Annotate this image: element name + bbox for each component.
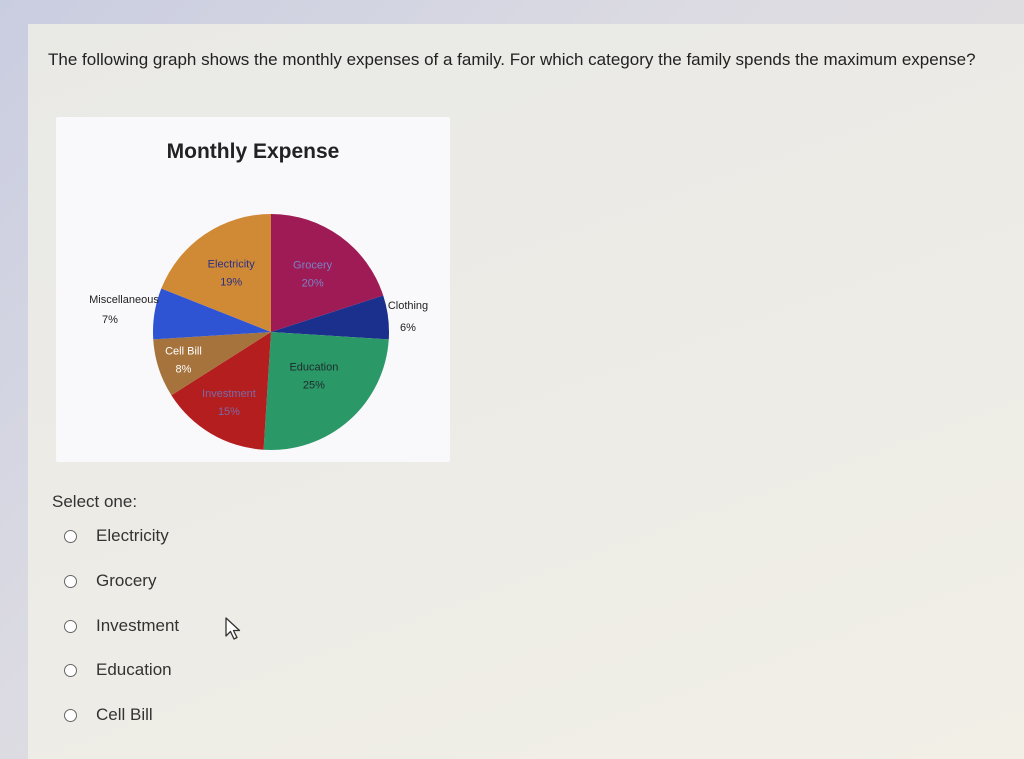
slice-label-clothing: Clothing: [388, 300, 428, 312]
slice-label-miscellaneous: Miscellaneous: [89, 294, 159, 306]
slice-value-clothing: 6%: [400, 322, 416, 334]
slice-value-electricity: 19%: [220, 276, 242, 288]
pie-slice-electricity: [161, 214, 271, 332]
pie-slice-investment: [171, 332, 271, 450]
option-cell-bill[interactable]: Cell Bill: [64, 702, 153, 728]
option-label: Electricity: [96, 526, 169, 545]
pie-slice-education: [263, 332, 389, 450]
slice-label-education: Education: [289, 362, 338, 374]
option-label: Education: [96, 660, 172, 679]
radio-icon[interactable]: [64, 529, 77, 543]
option-electricity[interactable]: Electricity: [64, 523, 169, 549]
slice-label-electricity: Electricity: [208, 258, 256, 270]
slice-value-education: 25%: [303, 380, 325, 392]
option-investment[interactable]: Investment: [64, 613, 179, 639]
slice-value-cell-bill: 8%: [176, 363, 192, 375]
radio-icon[interactable]: [64, 574, 77, 588]
pie-chart-container: Grocery 20% Clothing 6% Education 25% Investme…: [56, 117, 450, 462]
pie-slice-cell-bill: [153, 332, 271, 396]
option-education[interactable]: Education: [64, 657, 172, 683]
radio-icon[interactable]: [64, 663, 77, 677]
mouse-cursor-icon: [225, 617, 241, 640]
slice-value-miscellaneous: 7%: [102, 314, 118, 326]
slice-label-investment: Investment: [202, 388, 256, 400]
option-grocery[interactable]: Grocery: [64, 568, 156, 594]
pie-slice-grocery: [271, 214, 384, 332]
pie-slice-clothing: [271, 295, 389, 340]
option-label: Investment: [96, 616, 180, 635]
select-one-label: Select one:: [52, 492, 138, 511]
quiz-page: The following graph shows the monthly ex…: [28, 24, 1024, 759]
chart-title: Monthly Expense: [166, 140, 340, 163]
pie-chart: Grocery 20% Clothing 6% Education 25% Investme…: [89, 214, 428, 450]
slice-label-grocery: Grocery: [293, 260, 333, 272]
slice-value-grocery: 20%: [302, 278, 324, 290]
radio-icon[interactable]: [64, 619, 77, 633]
slice-label-cell-bill: Cell Bill: [165, 345, 202, 357]
slice-value-investment: 15%: [218, 406, 240, 418]
question-text: The following graph shows the monthly ex…: [48, 50, 976, 69]
pie-slice-miscellaneous: [153, 288, 271, 340]
option-label: Grocery: [96, 571, 157, 590]
radio-icon[interactable]: [64, 708, 77, 722]
option-label: Cell Bill: [96, 705, 153, 724]
